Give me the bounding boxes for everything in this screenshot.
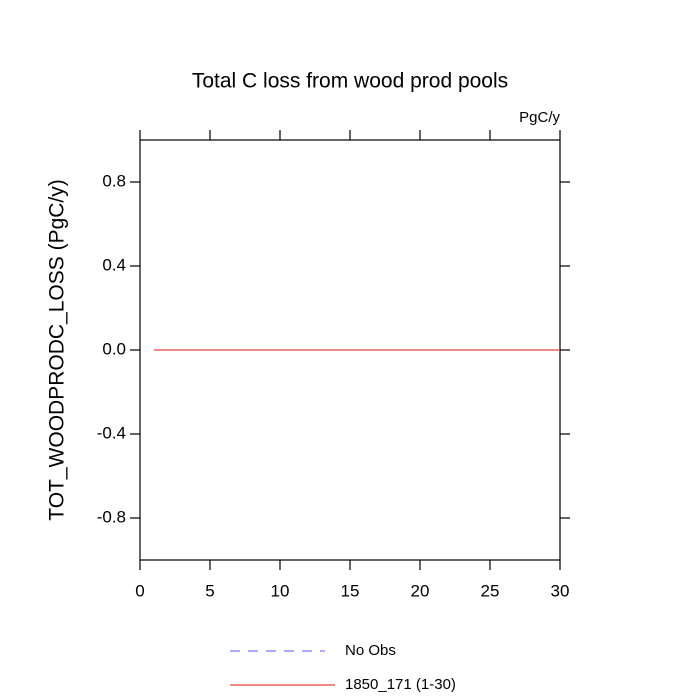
y-axis-label: TOT_WOODPRODC_LOSS (PgC/y) [46,179,69,521]
y-tick-label: 0.8 [102,171,126,190]
x-tick-label: 15 [341,581,360,600]
x-tick-label: 20 [411,581,430,600]
x-tick-label: 10 [271,581,290,600]
y-tick-label: -0.4 [97,423,126,442]
x-tick-label: 5 [205,581,214,600]
legend-label: 1850_171 (1-30) [345,676,456,693]
legend-label: No Obs [345,642,396,659]
x-tick-label: 25 [481,581,500,600]
units-label: PgC/y [519,109,560,126]
x-tick-label: 0 [135,581,144,600]
x-tick-label: 30 [551,581,570,600]
y-tick-label: -0.8 [97,507,126,526]
y-tick-label: 0.4 [102,255,126,274]
y-tick-label: 0.0 [102,339,126,358]
chart-title: Total C loss from wood prod pools [192,70,508,93]
